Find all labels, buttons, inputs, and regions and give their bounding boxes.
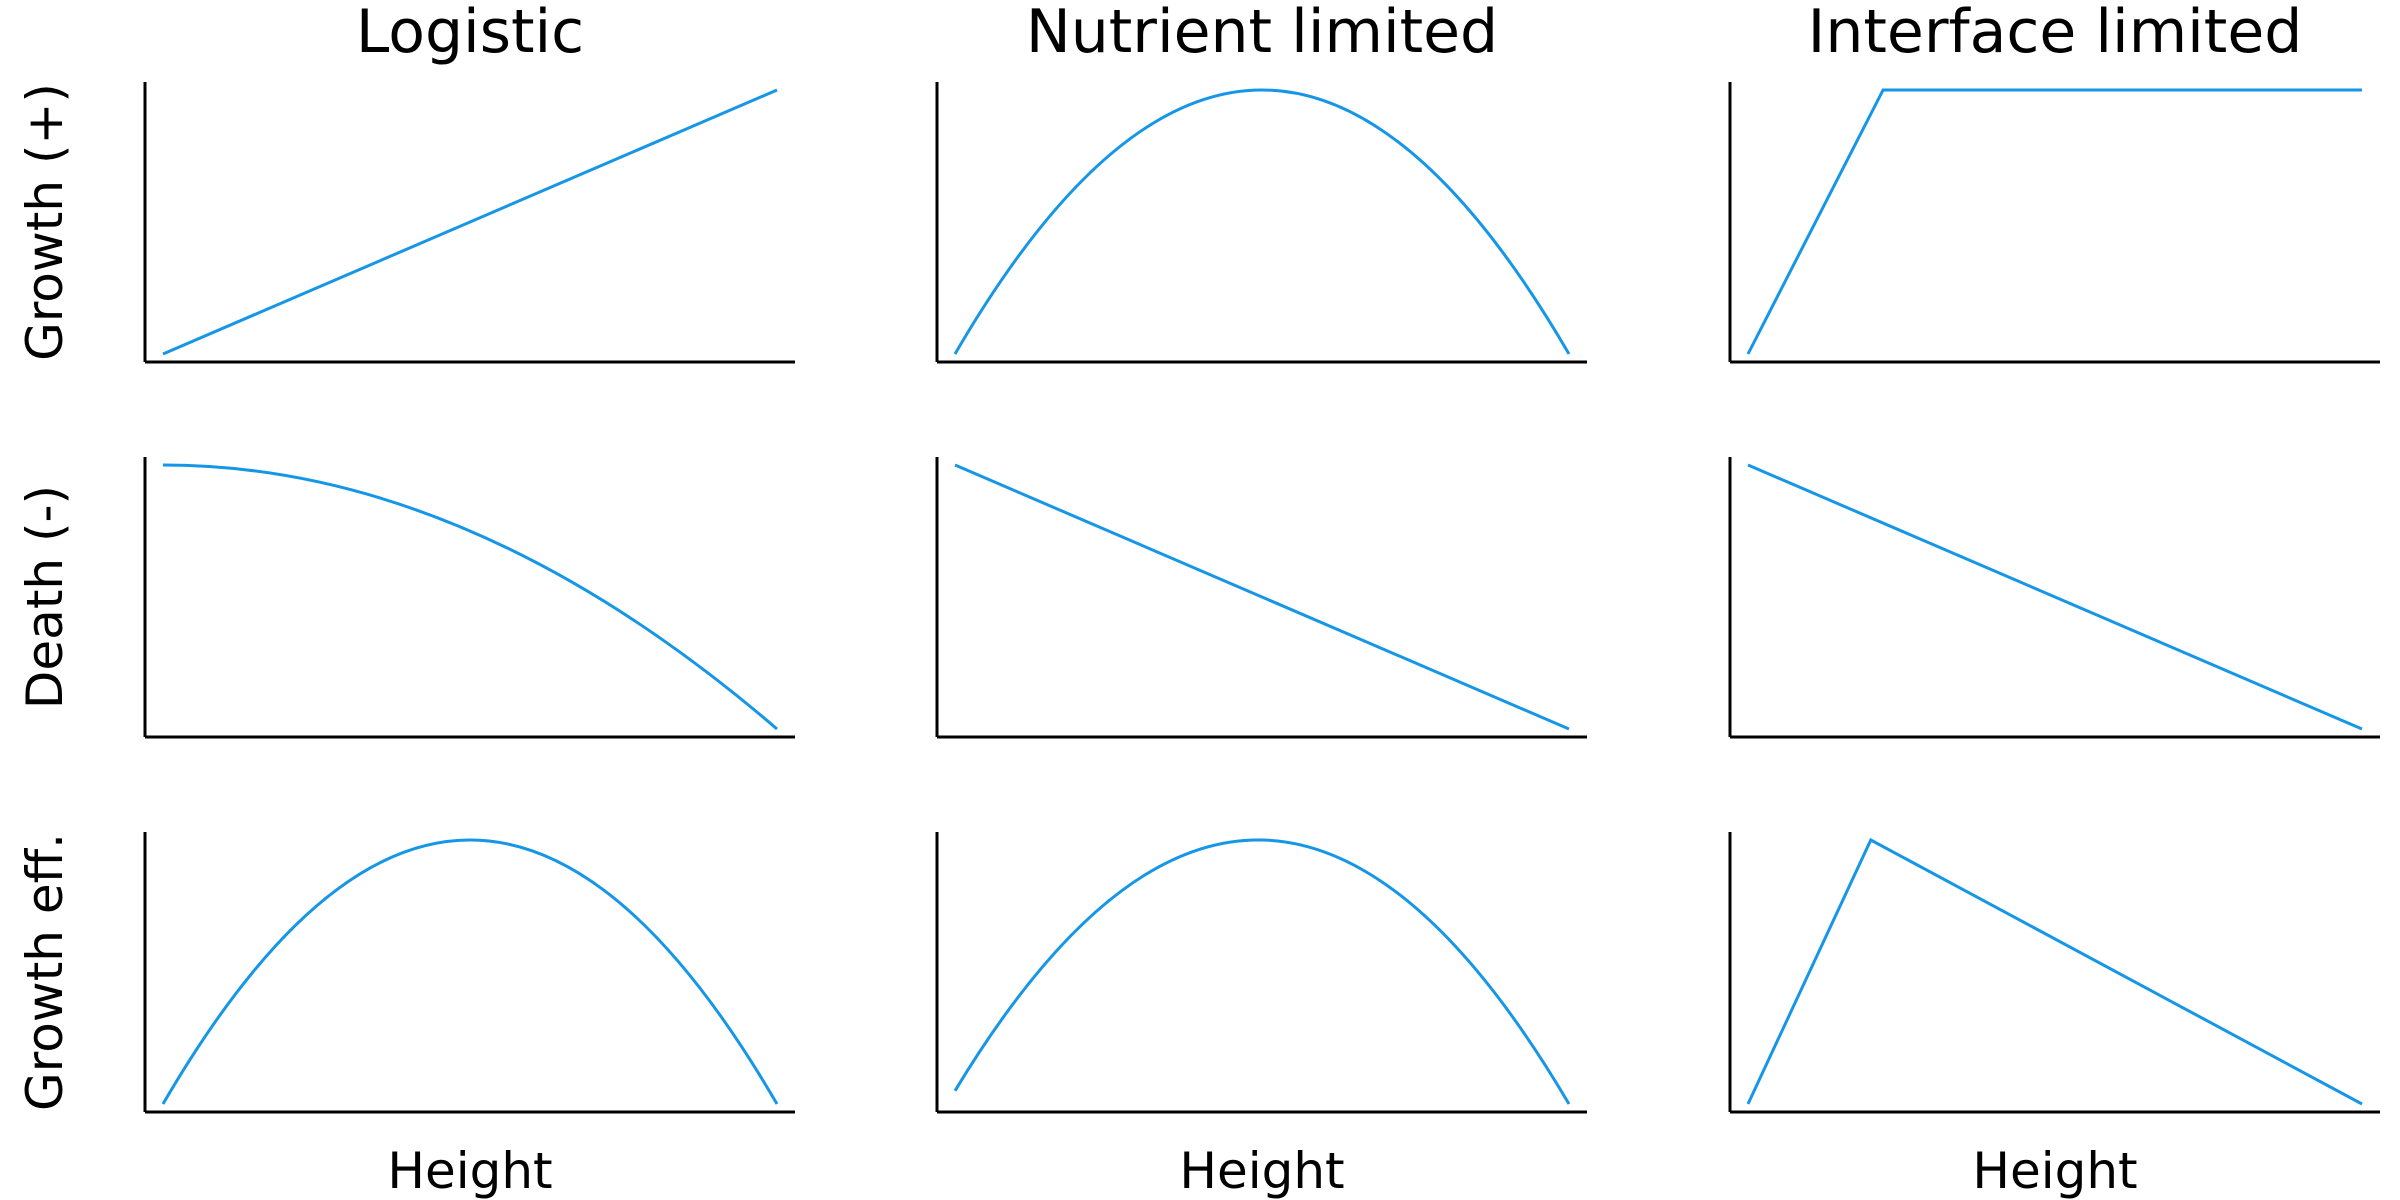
series-line-logistic-growth: [162, 88, 778, 356]
panel-nutrient-limited-growth-eff: [935, 832, 1587, 1114]
panel-nutrient-limited-death: [935, 457, 1587, 739]
column-title-logistic: Logistic: [356, 0, 584, 67]
series-line-interface-limited-growth: [1746, 88, 2362, 355]
row-label-growth-efficiency: Growth eff.: [16, 833, 74, 1111]
series-line-nutrient-limited-growth: [953, 88, 1571, 355]
series-line-nutrient-limited-growth-eff: [953, 838, 1571, 1105]
panel-logistic-growth-eff: [143, 832, 795, 1114]
series-line-logistic-growth-eff: [161, 838, 779, 1105]
row-label-growth: Growth (+): [16, 83, 74, 361]
panel-interface-limited-growth: [1728, 82, 2380, 364]
series-line-logistic-death: [162, 463, 778, 731]
panel-interface-limited-death: [1728, 457, 2380, 739]
column-title-nutrient-limited: Nutrient limited: [1026, 0, 1498, 67]
series-line-nutrient-limited-death: [954, 463, 1570, 731]
panel-nutrient-limited-growth: [935, 82, 1587, 364]
panel-logistic-death: [143, 457, 795, 739]
panels-layer: [143, 82, 2380, 1114]
series-line-interface-limited-growth-eff: [1746, 837, 2363, 1106]
panel-interface-limited-growth-eff: [1728, 832, 2380, 1114]
x-axis-label-logistic: Height: [387, 1142, 552, 1200]
x-axis-label-nutrient-limited: Height: [1179, 1142, 1344, 1200]
row-label-death: Death (-): [16, 485, 74, 709]
panel-logistic-growth: [143, 82, 795, 364]
x-axis-label-interface-limited: Height: [1972, 1142, 2137, 1200]
column-title-interface-limited: Interface limited: [1808, 0, 2303, 67]
series-line-interface-limited-death: [1747, 463, 2363, 731]
